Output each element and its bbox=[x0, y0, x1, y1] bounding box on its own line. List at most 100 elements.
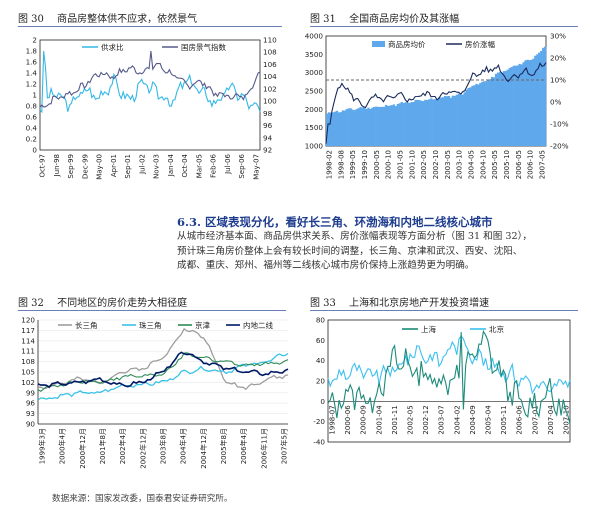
fig31-bar bbox=[441, 97, 445, 146]
fig32-y-tick: 108 bbox=[21, 357, 35, 366]
fig33-x-tick: 2005-11 bbox=[500, 405, 508, 434]
fig32-y-tick: 99 bbox=[26, 388, 36, 397]
fig31-bar bbox=[384, 104, 388, 146]
fig31-bar bbox=[534, 55, 537, 147]
fig31-bar bbox=[331, 112, 335, 146]
fig33-x-tick: 2007-10 bbox=[563, 405, 571, 434]
fig31-bar bbox=[359, 107, 362, 146]
fig33-x-tick: 2002-05 bbox=[407, 405, 415, 434]
fig31-bar bbox=[349, 108, 352, 146]
fig31-bar bbox=[390, 105, 394, 146]
fig33-x-tick: 2001-04 bbox=[375, 405, 383, 435]
fig33-x-tick: 2004-02 bbox=[453, 405, 461, 434]
fig31-bar bbox=[357, 108, 360, 146]
fig31-bar bbox=[428, 99, 431, 146]
fig31-bar bbox=[489, 79, 492, 146]
fig31-bar bbox=[518, 63, 521, 146]
fig31-bar bbox=[465, 89, 468, 146]
fig31-bar bbox=[445, 96, 449, 146]
fig32-series-csj-line bbox=[37, 327, 289, 391]
fig30-x-tick: May-07 bbox=[253, 154, 261, 180]
fig31-y-left-tick: 1500 bbox=[305, 123, 324, 132]
fig31-x-tick: 2003-05 bbox=[444, 150, 452, 179]
fig31-bar bbox=[353, 110, 356, 146]
fig31-x-tick: 2005-10 bbox=[503, 150, 511, 179]
fig33-y-tick: 80 bbox=[316, 316, 326, 325]
fig32-series-zsj-line bbox=[37, 352, 289, 401]
fig30-y-left-tick: 0.8 bbox=[26, 102, 38, 111]
fig32-title-bar: 图 32 不同地区的房价走势大相径庭 bbox=[18, 294, 187, 309]
fig30-x-tick: Feb-06 bbox=[210, 153, 218, 177]
fig30-y-right-tick: 96 bbox=[263, 121, 273, 130]
fig33-x-tick: 2006-06 bbox=[516, 405, 524, 435]
fig30-y-left-tick: 1.6 bbox=[26, 58, 38, 67]
fig31-x-tick: 2000-10 bbox=[385, 150, 393, 179]
fig30-chart: 2 1.8 1.6 1.4 1.2 1 0.8 0.6 0.4 0.2 0 110 108 106 104 1… bbox=[26, 36, 278, 180]
fig31-y-left-tick: 4000 bbox=[305, 32, 324, 41]
fig31-x-tick: 2004-10 bbox=[479, 150, 487, 179]
fig33-x-tick: 2007-01 bbox=[531, 405, 539, 434]
fig31-bar bbox=[469, 87, 472, 146]
fig31-bar bbox=[436, 98, 439, 146]
fig30-y-left-tick: 0.2 bbox=[26, 135, 37, 144]
fig31-bar bbox=[451, 95, 454, 146]
fig31-bar bbox=[369, 109, 372, 146]
fig30-y-left-tick: 0.4 bbox=[26, 124, 38, 133]
fig31-x-tick: 2003-10 bbox=[456, 150, 464, 179]
fig31-bar bbox=[404, 102, 407, 146]
fig31-bar bbox=[455, 94, 458, 146]
fig31-y-right-tick: 0% bbox=[550, 98, 562, 107]
fig33-x-tick: 2001-11 bbox=[391, 405, 399, 434]
fig31-bar bbox=[422, 101, 425, 146]
fig31-bar bbox=[502, 71, 506, 146]
fig32-x-tick: 2003年8月 bbox=[159, 428, 168, 464]
fig31-bar bbox=[363, 106, 366, 146]
fig31-bar bbox=[343, 110, 346, 146]
fig30-series-jingqi-line bbox=[39, 50, 261, 108]
fig30-y-right-tick: 92 bbox=[263, 146, 272, 155]
fig30-legend-label: 供求比 bbox=[101, 42, 124, 52]
fig30-y-right-tick: 104 bbox=[263, 72, 277, 81]
fig31-bar bbox=[500, 73, 504, 146]
fig31-y-left-tick: 2500 bbox=[305, 87, 324, 96]
fig31-x-tick: 1998-08 bbox=[337, 150, 345, 179]
fig30-x-tick: Jul-06 bbox=[224, 153, 232, 174]
fig31-bar bbox=[481, 81, 484, 146]
fig31-bar bbox=[540, 50, 543, 146]
fig31-bar bbox=[351, 109, 354, 146]
fig32-x-tick: 2001年8月 bbox=[98, 428, 107, 464]
fig31-x-tick: 2001-05 bbox=[397, 150, 405, 179]
fig30-x-tick: Dec-99 bbox=[81, 154, 89, 179]
fig31-bar bbox=[479, 83, 482, 146]
fig31-bar bbox=[461, 94, 464, 146]
fig32-x-tick: 2006年4月 bbox=[239, 428, 248, 464]
fig31-bar bbox=[398, 103, 401, 146]
fig31-bar bbox=[512, 65, 515, 146]
fig30-y-left-tick: 1.4 bbox=[26, 69, 38, 78]
fig32-x-tick: 1999年3月 bbox=[38, 428, 47, 464]
fig31-bar bbox=[496, 72, 500, 146]
fig31-bar bbox=[536, 54, 539, 146]
fig31-bar bbox=[485, 81, 488, 146]
section-body: 从城市经济基本面、商品房供求关系、房价涨幅表现等方面分析（图 31 和图 32）… bbox=[177, 230, 532, 274]
fig31-bar bbox=[383, 106, 386, 146]
fig31-y-right-tick: 20% bbox=[550, 54, 566, 63]
source-note: 数据来源：国家发改委，国泰君安证券研究所。 bbox=[52, 494, 233, 504]
fig31-bar bbox=[426, 99, 429, 146]
fig31-bar bbox=[447, 96, 451, 146]
fig31-series-zhangfu-line bbox=[325, 62, 547, 144]
fig31-x-tick: 1999-10 bbox=[361, 150, 369, 179]
fig31-bar bbox=[337, 112, 341, 146]
fig32-y-tick: 102 bbox=[21, 378, 35, 387]
fig30-y-right-tick: 108 bbox=[263, 48, 277, 57]
fig33-series-beijing-line bbox=[327, 335, 571, 395]
fig33-x-tick: 1998-07 bbox=[329, 405, 337, 434]
fig32-title: 不同地区的房价走势大相径庭 bbox=[57, 298, 188, 309]
fig32-series-neidi-line bbox=[37, 351, 289, 389]
fig30-y-right-tick: 100 bbox=[263, 97, 277, 106]
section-line: 从城市经济基本面、商品房供求关系、房价涨幅表现等方面分析（图 31 和图 32）… bbox=[177, 231, 532, 242]
fig33-x-tick: 2007-04 bbox=[547, 405, 555, 435]
fig30-title: 商品房整体供不应求，依然景气 bbox=[57, 14, 198, 25]
fig31-bar bbox=[542, 47, 545, 146]
